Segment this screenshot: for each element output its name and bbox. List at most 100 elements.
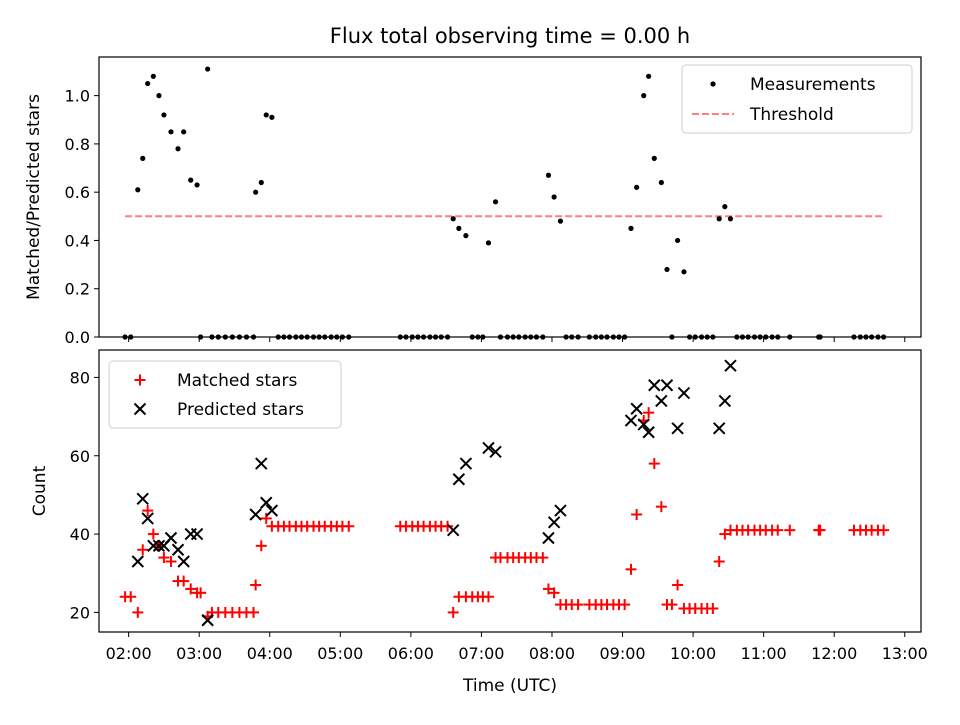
predicted-star-point	[452, 473, 466, 486]
measurement-point	[188, 177, 194, 183]
predicted-star-point	[255, 457, 268, 470]
ratio-y-axis-label: Matched/Predicted stars	[24, 94, 44, 300]
ratio-y-tick-label: 0.2	[65, 280, 90, 299]
matched-star-point	[137, 544, 149, 556]
measurement-point	[658, 179, 664, 186]
measurement-point	[634, 184, 640, 190]
matched-star-point	[165, 556, 177, 567]
predicted-star-point	[190, 527, 204, 541]
matched-star-point	[625, 563, 637, 575]
measurement-point	[145, 80, 151, 87]
x-tick-label: 02:00	[106, 644, 152, 663]
matched-star-point	[537, 552, 549, 564]
measurement-point	[253, 189, 259, 195]
legend-box	[108, 360, 342, 429]
x-tick-label: 05:00	[317, 644, 363, 663]
matched-star-point	[572, 599, 584, 611]
measurement-point	[181, 129, 187, 135]
predicted-star-point	[136, 492, 149, 506]
matched-star-point	[713, 556, 725, 567]
predicted-star-point	[648, 379, 661, 392]
predicted-star-point	[459, 457, 473, 470]
matched-star-point	[548, 587, 560, 599]
matched-star-point	[648, 458, 660, 470]
measurement-point	[135, 187, 141, 193]
predicted-star-point	[249, 508, 262, 521]
matched-star-point	[442, 520, 454, 532]
counts-y-tick-label: 40	[70, 525, 90, 544]
matched-star-point	[643, 407, 655, 419]
measurement-point	[727, 216, 734, 222]
matched-star-point	[125, 591, 137, 603]
legend-label-threshold: Threshold	[749, 105, 834, 125]
x-tick-label: 09:00	[599, 644, 645, 663]
counts-y-axis-label: Count	[30, 465, 50, 516]
predicted-star-point	[446, 523, 460, 537]
ratio-y-tick-label: 1.0	[65, 87, 90, 106]
matched-star-point	[631, 509, 643, 520]
ratio-axes-frame	[98, 56, 922, 338]
counts-y-tick-label: 60	[70, 447, 90, 466]
ratio-y-tick-label: 0.8	[65, 135, 90, 154]
predicted-star-point	[489, 445, 502, 459]
measurement-point	[456, 225, 462, 231]
matched-star-point	[878, 524, 890, 536]
legend-label-matched: Matched stars	[177, 371, 297, 391]
matched-star-point	[343, 520, 355, 532]
matched-star-point	[132, 606, 144, 618]
matched-star-point	[784, 524, 796, 536]
matched-star-point	[147, 528, 159, 540]
matched-star-point	[719, 528, 731, 540]
x-tick-label: 10:00	[670, 644, 716, 663]
counts-axes-frame	[98, 349, 922, 633]
predicted-star-point	[642, 426, 655, 439]
measurement-point	[194, 182, 200, 188]
measurement-point	[450, 216, 456, 222]
measurement-point	[150, 73, 156, 79]
matched-star-point	[248, 606, 260, 618]
x-tick-label: 12:00	[811, 644, 857, 663]
measurement-point	[258, 179, 264, 186]
matched-star-point	[255, 540, 267, 552]
predicted-star-point	[671, 422, 684, 435]
legend-label-predicted: Predicted stars	[177, 400, 304, 420]
predicted-star-point	[201, 614, 214, 627]
matched-star-point	[542, 583, 554, 595]
legend-marker-predicted	[133, 402, 147, 416]
matched-star-point	[772, 524, 784, 536]
predicted-star-point	[542, 531, 555, 545]
matched-star-point	[814, 524, 826, 536]
matched-star-point	[655, 501, 667, 513]
measurement-point	[492, 199, 499, 205]
x-tick-label: 06:00	[388, 644, 434, 663]
predicted-star-point	[724, 359, 737, 372]
counts-y-tick-label: 20	[70, 603, 90, 622]
measurement-point	[674, 237, 681, 244]
measurement-point	[681, 269, 687, 275]
matched-star-point	[158, 552, 170, 564]
x-tick-label: 03:00	[176, 644, 222, 663]
x-tick-label: 07:00	[458, 644, 504, 663]
predicted-star-point	[624, 414, 638, 427]
predicted-star-point	[177, 555, 190, 568]
matched-star-point	[260, 512, 272, 524]
predicted-star-point	[171, 543, 185, 556]
predicted-star-point	[630, 402, 643, 415]
x-axis-label: Time (UTC)	[462, 676, 557, 696]
measurement-point	[716, 216, 722, 222]
legend-counts: Matched stars Predicted stars	[108, 360, 342, 429]
predicted-star-point	[265, 504, 279, 517]
figure-title: Flux total observing time = 0.00 h	[330, 24, 690, 48]
measurement-point	[156, 93, 162, 99]
matched-star-point	[482, 591, 494, 603]
matched-star-point	[672, 579, 684, 591]
predicted-star-point	[554, 504, 567, 517]
predicted-star-point	[712, 422, 726, 435]
measurement-point	[175, 146, 181, 152]
matched-star-point	[142, 505, 154, 517]
measurement-point	[628, 225, 634, 231]
measurement-point	[557, 218, 564, 224]
measurement-point	[161, 112, 167, 118]
panel-ratio: 0.0 0.2 0.4 0.6 0.8 1.0 Matched/Predicted star…	[24, 56, 922, 347]
predicted-star-point	[677, 386, 691, 400]
